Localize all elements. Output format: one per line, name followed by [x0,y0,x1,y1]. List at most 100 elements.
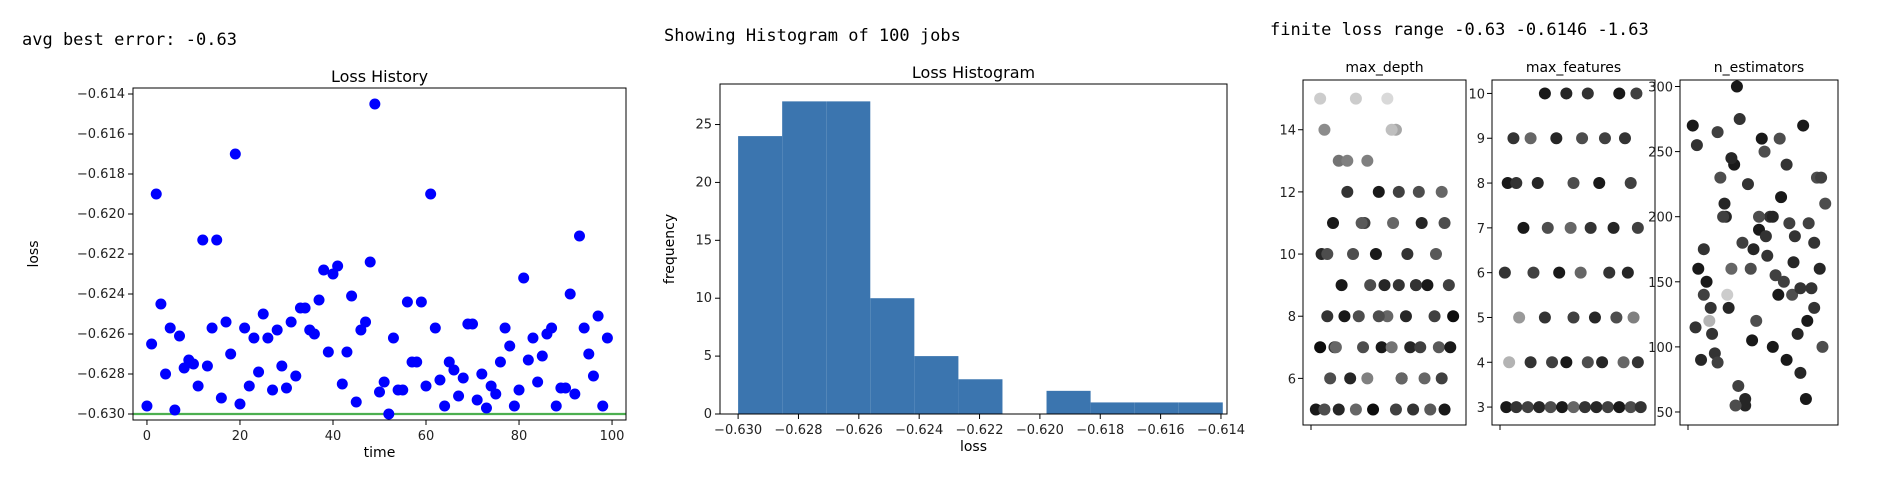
data-point [378,376,390,388]
n-estimators-point [1794,282,1807,295]
max-depth-point [1318,403,1331,416]
data-point [443,356,455,368]
data-point [425,188,437,200]
histogram-bar [1090,402,1135,414]
data-point [578,322,590,334]
max-depth-point [1375,341,1388,354]
max-depth-point [1438,216,1451,229]
y-tick-label: 10 [695,291,712,306]
y-tick-label: 5 [704,349,712,364]
data-point [169,404,181,416]
max-features-point [1624,401,1637,414]
data-point [485,380,497,392]
y-tick-label: 6 [1477,267,1485,282]
data-point [360,316,372,328]
data-point [411,356,423,368]
x-tick-label: −0.620 [1016,423,1064,438]
y-tick-label: 4 [1477,356,1485,371]
plot-frame [719,83,1228,415]
data-point [150,188,162,200]
max-depth-point [1347,248,1360,261]
data-point [369,98,381,110]
max-features-point [1574,266,1587,279]
max-depth-frame [1302,79,1467,426]
max-depth-point [1415,216,1428,229]
data-point [220,316,232,328]
y-tick-label: −0.628 [77,367,125,382]
data-point [527,332,539,344]
n-estimators-point [1750,314,1763,327]
data-point [480,402,492,414]
data-point [280,382,292,394]
max-features-point [1627,311,1640,324]
max-depth-point [1361,154,1374,167]
data-point [601,332,613,344]
max-depth-point [1349,92,1362,105]
n-estimators-point [1780,158,1793,171]
y-tick-label: 100 [1648,341,1673,356]
n-estimators-point [1730,80,1743,93]
max-features-point [1533,401,1546,414]
data-point [271,324,283,336]
data-point [536,350,548,362]
max-features-point [1513,311,1526,324]
max-depth-point [1352,310,1365,323]
n-estimators-point [1766,210,1779,223]
n-estimators-point [1786,288,1799,301]
data-point [453,390,465,402]
histogram-bar [1046,390,1091,414]
max-features-point [1624,177,1637,190]
n-estimators-point [1721,288,1734,301]
data-point [383,408,395,420]
n-estimators-point [1805,282,1818,295]
max-features-point [1613,401,1626,414]
max-depth-point [1401,248,1414,261]
data-point [401,296,413,308]
max-features-point [1538,311,1551,324]
n-estimators-point [1775,191,1788,204]
y-tick-label: −0.624 [77,287,125,302]
n-estimators-point [1758,145,1771,158]
x-tick-label: −0.618 [1076,423,1124,438]
max-features-frame [1491,79,1656,426]
max-depth-point [1367,403,1380,416]
data-point [160,368,172,380]
data-point [587,370,599,382]
max-features-point [1603,266,1616,279]
max-depth-point [1412,185,1425,198]
histogram-bar [914,356,959,414]
data-point [560,382,572,394]
data-point [387,332,399,344]
max-features-point [1541,221,1554,234]
max-features-point [1567,401,1580,414]
max-features-point [1560,87,1573,100]
n-estimators-point [1717,210,1730,223]
max-features-point [1610,311,1623,324]
data-point [592,310,604,322]
max-features-point [1607,221,1620,234]
max-depth-point [1335,279,1348,292]
y-tick-label: 6 [1288,372,1296,387]
max-features-point [1581,87,1594,100]
data-point [257,308,269,320]
data-point [197,234,209,246]
max-depth-point [1381,92,1394,105]
x-axis-label: loss [960,439,987,455]
max-depth-point [1435,185,1448,198]
max-depth-point [1372,310,1385,323]
max-features-point [1590,401,1603,414]
max-features-point [1631,221,1644,234]
data-point [234,398,246,410]
data-point [299,302,311,314]
n-estimators-point [1714,171,1727,184]
n-estimators-point [1799,392,1812,405]
max-features-point [1544,401,1557,414]
x-tick-label: −0.628 [774,423,822,438]
data-point [522,354,534,366]
max-depth-point [1332,154,1345,167]
max-depth-point [1435,372,1448,385]
data-point [494,356,506,368]
y-axis-label: frequency [662,214,678,284]
max-depth-point [1369,248,1382,261]
y-tick-label: 14 [1279,124,1296,139]
